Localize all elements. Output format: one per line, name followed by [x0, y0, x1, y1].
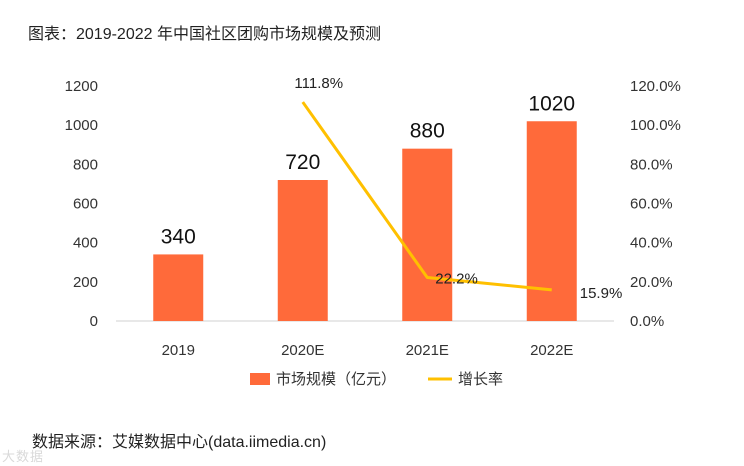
bar-value-label: 1020 [528, 92, 575, 115]
bar-value-label: 720 [285, 151, 320, 174]
growth-value-label: 111.8% [294, 75, 343, 92]
bar-2022E [526, 121, 577, 321]
bar-value-label: 880 [410, 120, 445, 143]
legend-bar-swatch [250, 373, 270, 385]
growth-value-label: 15.9% [580, 285, 623, 302]
watermark: 大数据 [2, 449, 45, 464]
right-tick-label: 60.0% [630, 196, 673, 213]
left-tick-label: 800 [73, 156, 98, 173]
bar-series [153, 121, 577, 321]
legend-line-label: 增长率 [458, 371, 503, 388]
bar-data-labels: 340 720 880 1020 [161, 92, 575, 248]
legend: 市场规模（亿元） 增长率 [250, 371, 503, 388]
left-tick-label: 600 [73, 196, 98, 213]
bar-2021E [402, 148, 453, 321]
category-label: 2021E [406, 342, 449, 359]
data-source-note: 数据来源：艾媒数据中心(data.iimedia.cn) [32, 434, 327, 451]
bar-2020E [277, 180, 328, 321]
left-tick-label: 1200 [65, 78, 98, 95]
left-tick-label: 200 [73, 274, 98, 291]
chart-title: 图表：2019-2022 年中国社区团购市场规模及预测 [28, 26, 381, 43]
category-labels: 2019 2020E 2021E 2022E [162, 342, 574, 359]
right-tick-label: 120.0% [630, 78, 681, 95]
legend-bar-label: 市场规模（亿元） [276, 371, 396, 388]
right-tick-label: 100.0% [630, 117, 681, 134]
line-data-labels: 111.8% 22.2% 15.9% [294, 75, 622, 302]
right-tick-label: 20.0% [630, 274, 673, 291]
bar-value-label: 340 [161, 225, 196, 248]
growth-rate-line [301, 101, 552, 292]
category-label: 2020E [281, 342, 324, 359]
left-tick-label: 1000 [65, 117, 98, 134]
right-tick-label: 80.0% [630, 156, 673, 173]
line-series [301, 101, 552, 292]
category-label: 2022E [530, 342, 573, 359]
left-tick-label: 400 [73, 235, 98, 252]
growth-value-label: 22.2% [435, 271, 478, 288]
category-label: 2019 [162, 342, 195, 359]
left-axis-ticks: 0 200 400 600 800 1000 1200 [65, 78, 98, 330]
right-axis-ticks: 0.0% 20.0% 40.0% 60.0% 80.0% 100.0% 120.0% [630, 78, 681, 330]
left-tick-label: 0 [90, 313, 98, 330]
right-tick-label: 40.0% [630, 235, 673, 252]
bar-2019 [153, 254, 204, 321]
right-tick-label: 0.0% [630, 313, 664, 330]
